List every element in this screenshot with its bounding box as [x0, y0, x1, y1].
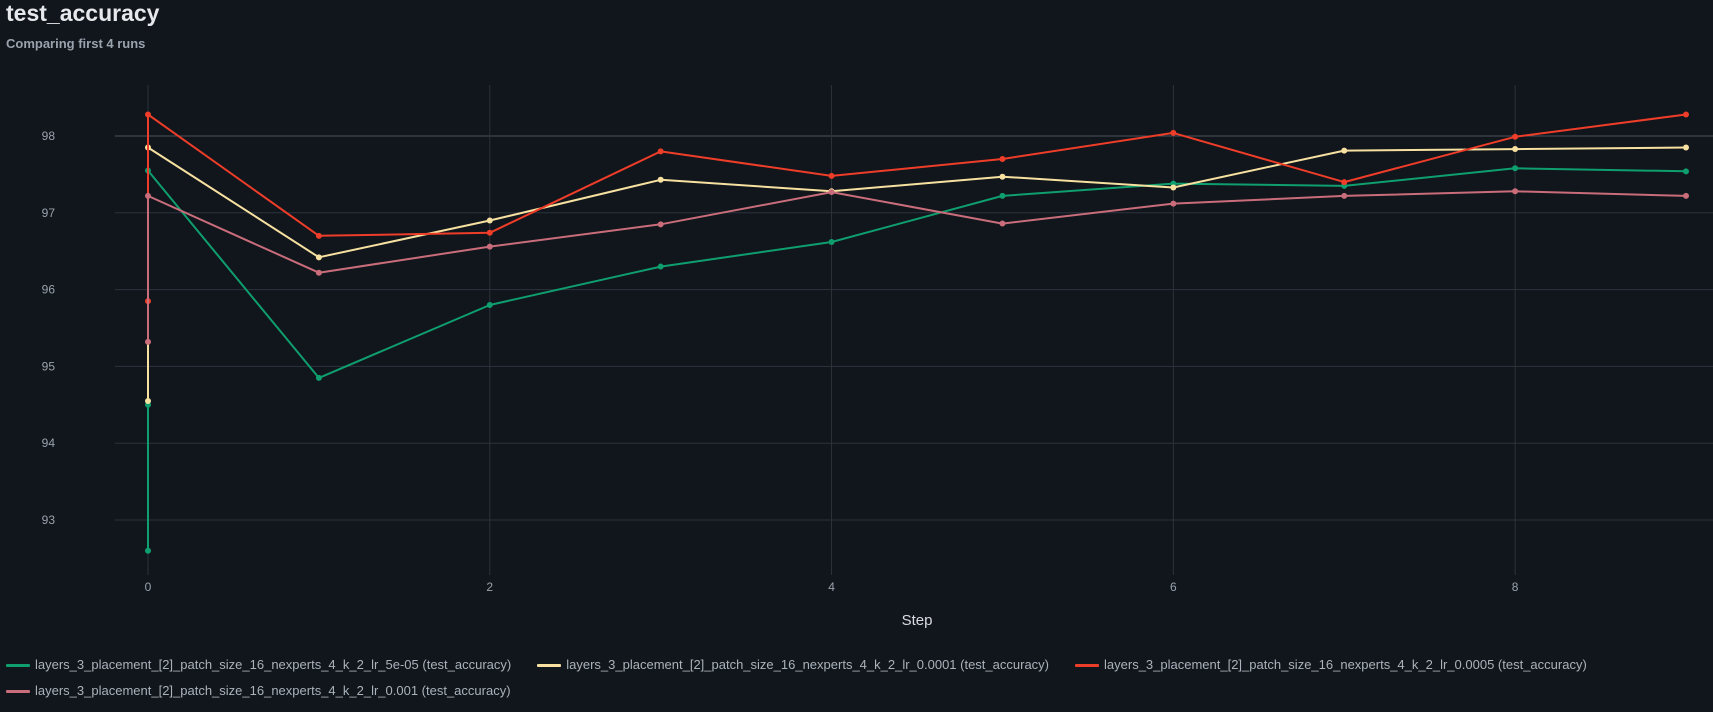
data-point[interactable] [1341, 192, 1348, 199]
x-tick-label: 2 [486, 580, 493, 594]
series-line[interactable] [147, 167, 1687, 551]
y-tick-label: 93 [42, 513, 56, 527]
data-point[interactable] [145, 547, 151, 554]
data-point[interactable] [486, 217, 493, 224]
data-point[interactable] [315, 269, 322, 276]
data-point[interactable] [1512, 133, 1519, 140]
y-tick-label: 96 [42, 283, 56, 297]
y-tick-label: 94 [42, 436, 56, 450]
data-point[interactable] [145, 397, 151, 404]
legend-label: layers_3_placement_[2]_patch_size_16_nex… [35, 657, 512, 672]
data-point[interactable] [1512, 188, 1519, 195]
legend-label: layers_3_placement_[2]_patch_size_16_nex… [566, 657, 1050, 672]
data-point[interactable] [145, 111, 151, 118]
series-line[interactable] [147, 190, 1687, 342]
data-point[interactable] [1683, 168, 1689, 175]
data-point[interactable] [999, 173, 1006, 180]
data-point[interactable] [315, 254, 322, 261]
data-point[interactable] [145, 192, 151, 199]
data-point[interactable] [828, 172, 835, 179]
data-point[interactable] [1341, 147, 1348, 154]
y-tick-label: 98 [42, 129, 56, 143]
legend-swatch [6, 663, 30, 667]
data-point[interactable] [1170, 184, 1177, 191]
data-point[interactable] [657, 221, 664, 228]
data-point[interactable] [1512, 165, 1519, 172]
axis-ticks: 93 94 95 96 97 98 0 2 4 6 8 [42, 129, 1519, 594]
data-point[interactable] [999, 220, 1006, 227]
page-subtitle: Comparing first 4 runs [6, 36, 146, 51]
data-point[interactable] [1683, 144, 1689, 151]
series-1[interactable] [145, 165, 1689, 554]
data-point[interactable] [657, 176, 664, 183]
series-2[interactable] [145, 144, 1689, 404]
x-axis-title: Step [902, 612, 933, 629]
x-tick-label: 4 [828, 580, 835, 594]
legend-item[interactable]: layers_3_placement_[2]_patch_size_16_nex… [537, 657, 1049, 673]
legend-item[interactable]: layers_3_placement_[2]_patch_size_16_nex… [6, 657, 511, 673]
data-point[interactable] [657, 148, 664, 155]
y-tick-label: 95 [42, 359, 56, 373]
legend-item[interactable]: layers_3_placement_[2]_patch_size_16_nex… [1075, 657, 1587, 673]
data-point[interactable] [657, 263, 664, 270]
series-lines[interactable] [145, 111, 1689, 554]
series-line[interactable] [147, 146, 1687, 402]
data-point[interactable] [145, 338, 151, 345]
data-point[interactable] [486, 243, 493, 250]
legend-swatch [1075, 663, 1100, 667]
data-point[interactable] [999, 192, 1006, 199]
legend-label: layers_3_placement_[2]_patch_size_16_nex… [35, 683, 511, 698]
legend-swatch [537, 663, 562, 667]
data-point[interactable] [828, 238, 835, 245]
data-point[interactable] [1170, 129, 1177, 136]
data-point[interactable] [1683, 192, 1689, 199]
data-point[interactable] [999, 156, 1006, 163]
data-point[interactable] [828, 189, 835, 196]
x-tick-label: 8 [1512, 580, 1519, 594]
series-4[interactable] [145, 188, 1689, 345]
legend-label: layers_3_placement_[2]_patch_size_16_nex… [1104, 657, 1587, 672]
page-title: test_accuracy [6, 0, 160, 26]
data-point[interactable] [315, 232, 322, 239]
legend-swatch [6, 689, 30, 693]
data-point[interactable] [486, 301, 493, 308]
data-point[interactable] [1170, 200, 1177, 207]
legend: layers_3_placement_[2]_patch_size_16_nex… [6, 657, 1706, 699]
data-point[interactable] [1512, 146, 1519, 153]
data-point[interactable] [315, 374, 322, 381]
data-point[interactable] [1683, 111, 1689, 118]
grid [115, 85, 1713, 575]
y-tick-label: 97 [42, 206, 56, 220]
data-point[interactable] [486, 229, 493, 236]
x-tick-label: 0 [145, 580, 152, 594]
line-chart[interactable]: 93 94 95 96 97 98 0 2 4 6 8 Step [0, 0, 1713, 650]
x-tick-label: 6 [1170, 580, 1177, 594]
legend-item[interactable]: layers_3_placement_[2]_patch_size_16_nex… [6, 683, 511, 699]
series-3[interactable] [145, 111, 1689, 305]
data-point[interactable] [1341, 179, 1348, 186]
